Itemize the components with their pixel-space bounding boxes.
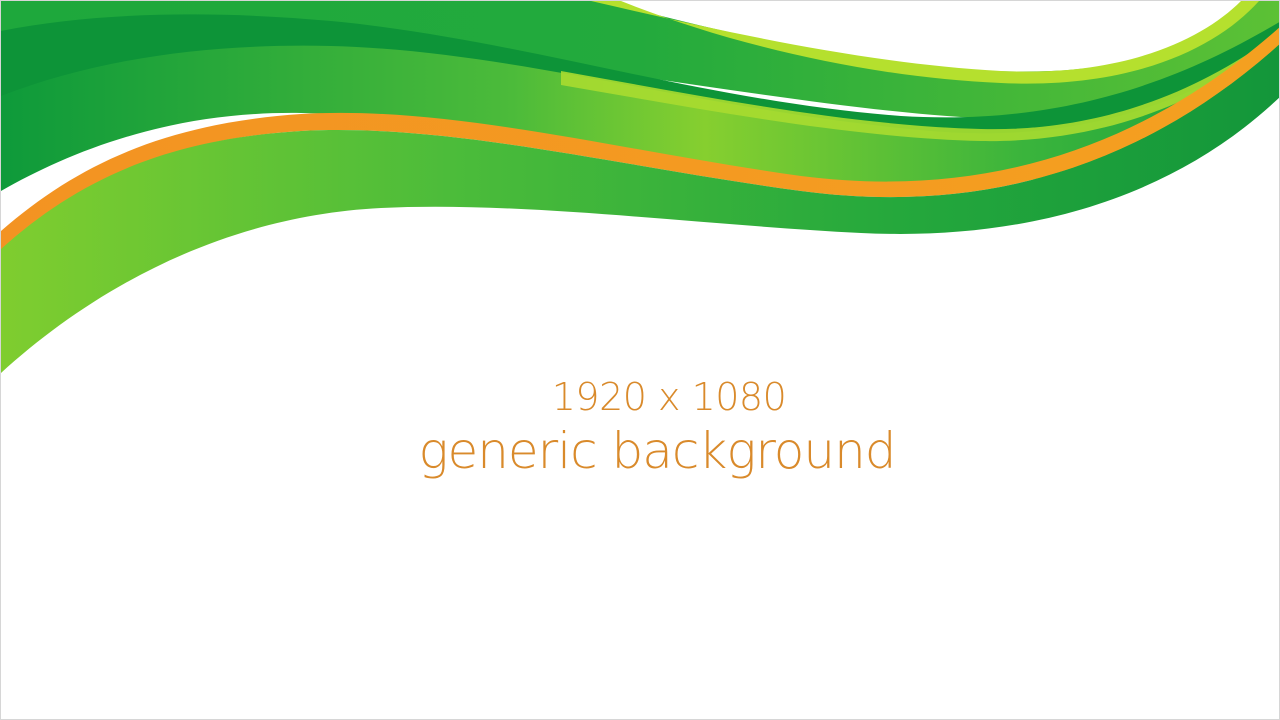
- wave-lime-strip-2: [561, 32, 1279, 142]
- wave-lime-strip: [591, 1, 1259, 84]
- wave-band-main: [1, 44, 1279, 373]
- resolution-label: 1920 x 1080: [551, 375, 787, 419]
- wave-band-mid: [1, 42, 1279, 191]
- slide-title: generic background: [418, 422, 896, 480]
